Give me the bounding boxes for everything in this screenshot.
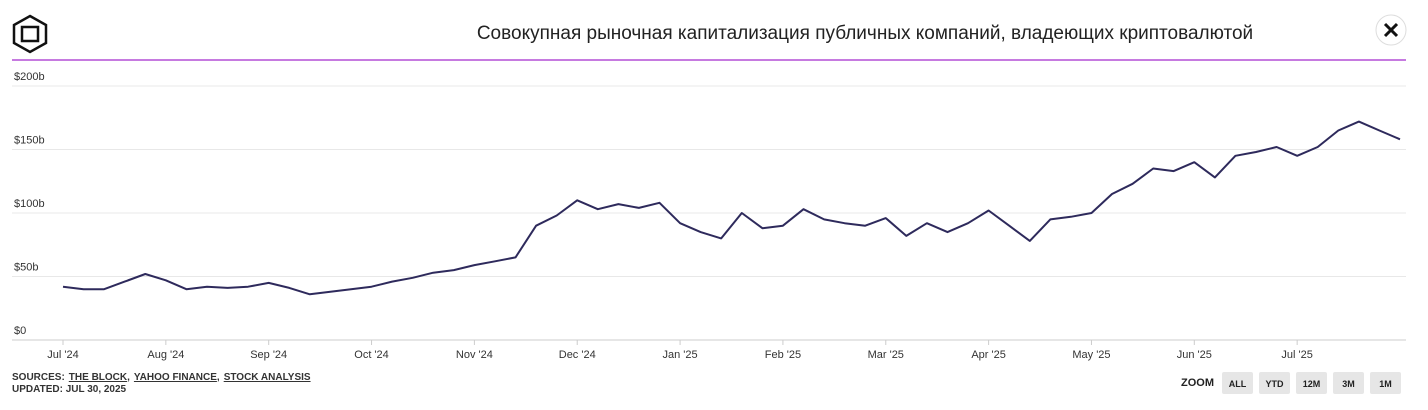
zoom-button[interactable]: 3M — [1333, 372, 1364, 394]
x-tick-label: Dec '24 — [559, 349, 596, 361]
source: YAHOO FINANCE — [134, 372, 217, 383]
sources-label: SOURCES: — [12, 372, 65, 383]
x-tick-label: Apr '25 — [971, 349, 1006, 361]
sources: SOURCES: THE BLOCK, YAHOO FINANCE, STOCK AN… — [12, 372, 311, 383]
zoom-button-label: YTD — [1266, 379, 1285, 389]
zoom-label: ZOOM — [1181, 377, 1214, 389]
source: STOCK ANALYSIS — [224, 372, 311, 383]
zoom-button-label: ALL — [1229, 379, 1247, 389]
x-tick-label: Feb '25 — [765, 349, 801, 361]
x-tick-label: Jun '25 — [1177, 349, 1212, 361]
x-tick-label: Jan '25 — [663, 349, 698, 361]
zoom-button[interactable]: 1M — [1370, 372, 1401, 394]
zoom-button-bg — [1296, 372, 1327, 394]
zoom-button-bg — [1370, 372, 1401, 394]
zoom-button[interactable]: ALL — [1222, 372, 1253, 394]
x-tick-label: Aug '24 — [147, 349, 184, 361]
zoom-button[interactable]: YTD — [1259, 372, 1290, 394]
zoom-button[interactable]: 12M — [1296, 372, 1327, 394]
chart-title: Совокупная рыночная капитализация публич… — [477, 23, 1253, 44]
source: THE BLOCK — [69, 372, 128, 383]
zoom-button-label: 1M — [1379, 379, 1392, 389]
x-tick-label: May '25 — [1072, 349, 1110, 361]
zoom-button-bg — [1222, 372, 1253, 394]
y-tick-label: $0 — [14, 325, 26, 337]
y-tick-label: $150b — [14, 135, 45, 147]
y-tick-label: $100b — [14, 198, 45, 210]
y-tick-label: $50b — [14, 262, 38, 274]
close-button[interactable] — [1375, 14, 1407, 46]
zoom-button-bg — [1333, 372, 1364, 394]
series-line — [62, 120, 1401, 296]
x-tick-label: Sep '24 — [250, 349, 287, 361]
updated: UPDATED: JUL 30, 2025 — [12, 384, 127, 395]
x-tick-label: Jul '25 — [1281, 349, 1312, 361]
x-tick-label: Nov '24 — [456, 349, 493, 361]
zoom-button-bg — [1259, 372, 1290, 394]
zoom-button-label: 12M — [1303, 379, 1321, 389]
logo — [12, 14, 48, 54]
x-tick-label: Mar '25 — [868, 349, 904, 361]
y-tick-label: $200b — [14, 71, 45, 83]
zoom-button-label: 3M — [1342, 379, 1355, 389]
x-tick-label: Oct '24 — [354, 349, 389, 361]
x-tick-label: Jul '24 — [47, 349, 78, 361]
